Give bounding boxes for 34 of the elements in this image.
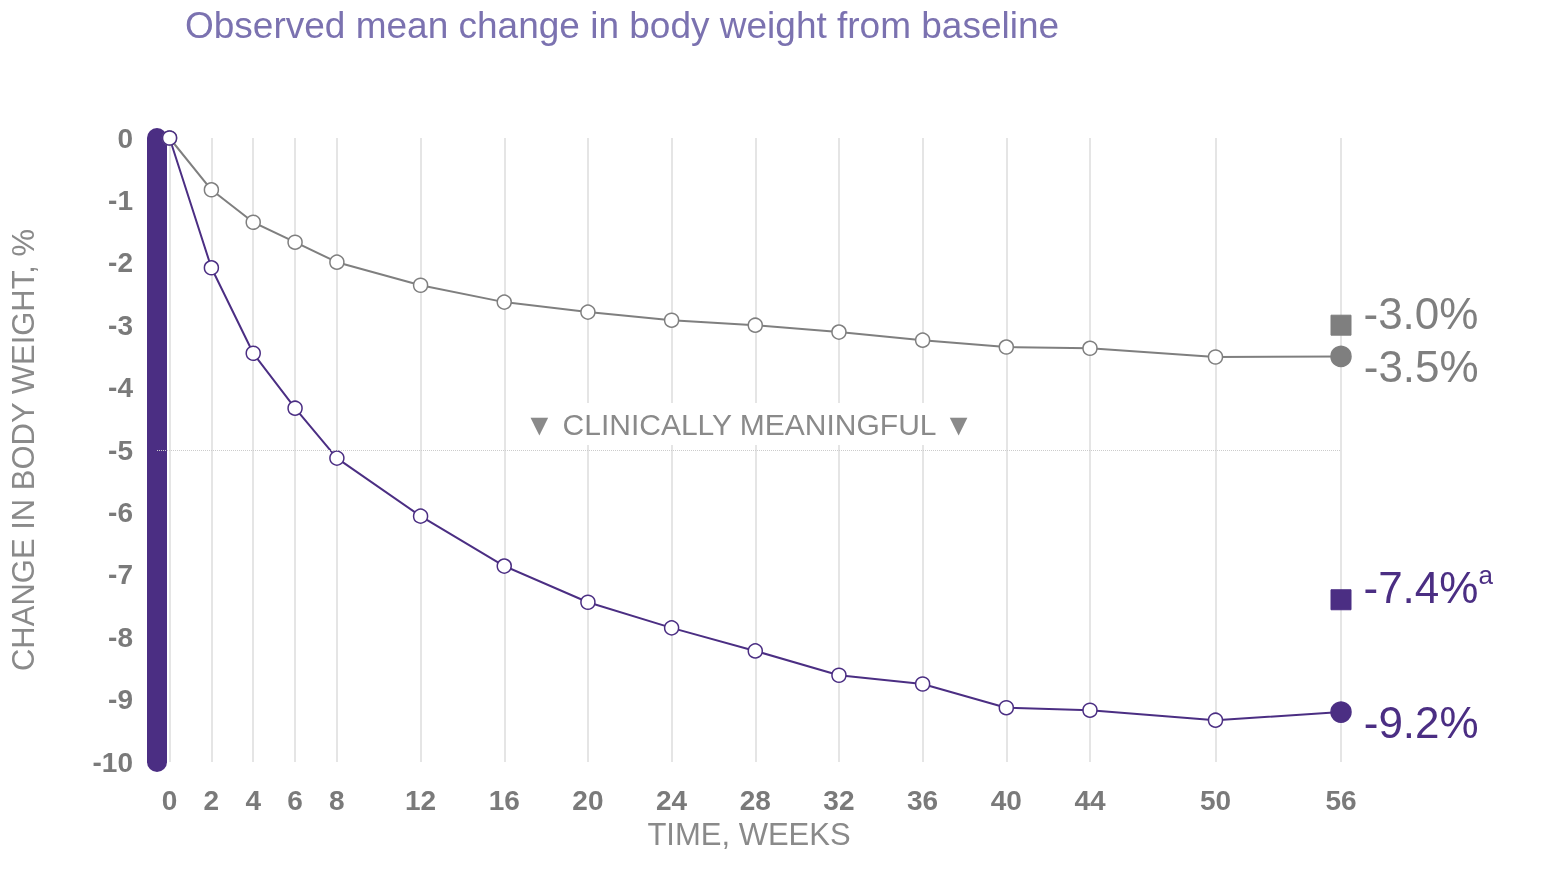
- y-tick-label: -4: [108, 372, 134, 404]
- x-axis-title: TIME, WEEKS: [647, 816, 851, 852]
- x-tick-label: 12: [405, 784, 437, 816]
- chart-title: Observed mean change in body weight from baseline: [185, 5, 1060, 46]
- x-tick-label: 6: [287, 784, 303, 816]
- x-tick-label: 36: [907, 784, 939, 816]
- x-tick-label: 40: [990, 784, 1022, 816]
- y-tick-label: -5: [108, 434, 133, 466]
- y-tick-label: -7: [108, 559, 133, 591]
- x-tick-label: 24: [656, 784, 688, 816]
- x-tick-label: 16: [488, 784, 520, 816]
- x-tick-label: 4: [245, 784, 262, 816]
- ref-line-label: ▼ CLINICALLY MEANINGFUL ▼: [524, 407, 974, 441]
- x-tick-label: 50: [1199, 784, 1232, 816]
- y-tick-label: -2: [108, 247, 133, 279]
- y-tick-label: -1: [108, 184, 133, 216]
- y-axis-title: CHANGE IN BODY WEIGHT, %: [6, 228, 41, 672]
- y-tick-label: 0: [117, 122, 133, 154]
- data-label: -9.2%: [1363, 697, 1479, 747]
- y-tick-label: -6: [108, 496, 133, 528]
- x-tick-label: 44: [1074, 784, 1106, 816]
- y-tick-label: -9: [108, 684, 133, 716]
- y-tick-label: -8: [108, 621, 133, 653]
- data-label: -3.0%: [1363, 288, 1479, 338]
- x-tick-label: 28: [739, 784, 771, 816]
- x-tick-label: 56: [1325, 784, 1357, 816]
- data-label: -3.5%: [1363, 341, 1479, 391]
- x-tick-label: 32: [823, 784, 855, 816]
- y-tick-label: -3: [108, 309, 133, 341]
- x-tick-label: 20: [572, 784, 604, 816]
- x-tick-label: 8: [329, 784, 345, 816]
- x-tick-label: 2: [203, 784, 220, 816]
- x-tick-label: 0: [161, 784, 178, 816]
- y-tick-label: -10: [92, 746, 133, 778]
